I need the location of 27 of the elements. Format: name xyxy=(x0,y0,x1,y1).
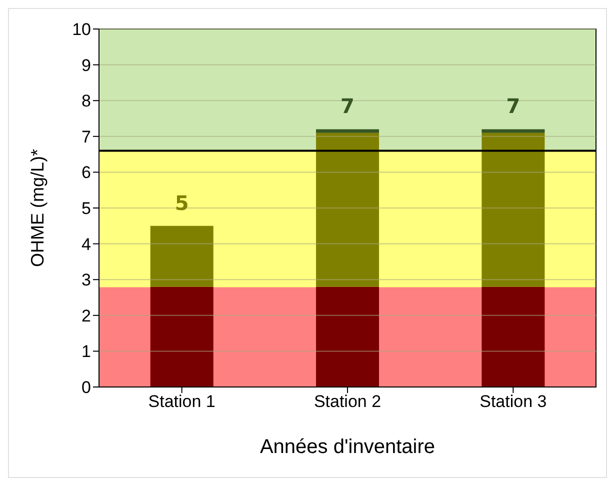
bar xyxy=(150,286,214,387)
bar xyxy=(150,226,214,287)
y-tick-label: 9 xyxy=(82,56,91,75)
bar xyxy=(482,132,545,287)
x-tick-label: Station 2 xyxy=(314,392,382,412)
y-tick-label: 8 xyxy=(82,92,91,111)
bar xyxy=(482,129,545,133)
x-axis-title: Années d'inventaire xyxy=(260,436,436,458)
y-tick-label: 3 xyxy=(82,270,91,290)
bar xyxy=(316,286,380,387)
total-label: 7 xyxy=(340,94,354,118)
y-tick-label: 5 xyxy=(82,199,91,218)
bar xyxy=(316,132,380,287)
total-label: 5 xyxy=(174,190,189,215)
bar xyxy=(482,286,545,387)
y-tick-label: 0 xyxy=(82,378,91,398)
total-label: 7 xyxy=(506,94,520,118)
bar xyxy=(316,129,380,133)
x-tick-label: Station 3 xyxy=(480,392,547,412)
y-tick-label: 7 xyxy=(82,127,91,146)
y-tick-label: 2 xyxy=(82,306,91,326)
y-tick-label: 4 xyxy=(82,234,91,254)
y-tick-label: 10 xyxy=(72,20,91,40)
y-axis-title: OHME (mg/L)* xyxy=(27,148,48,268)
y-tick-label: 1 xyxy=(82,342,91,362)
y-tick-label: 6 xyxy=(82,163,91,182)
x-tick-label: Station 1 xyxy=(148,392,216,412)
